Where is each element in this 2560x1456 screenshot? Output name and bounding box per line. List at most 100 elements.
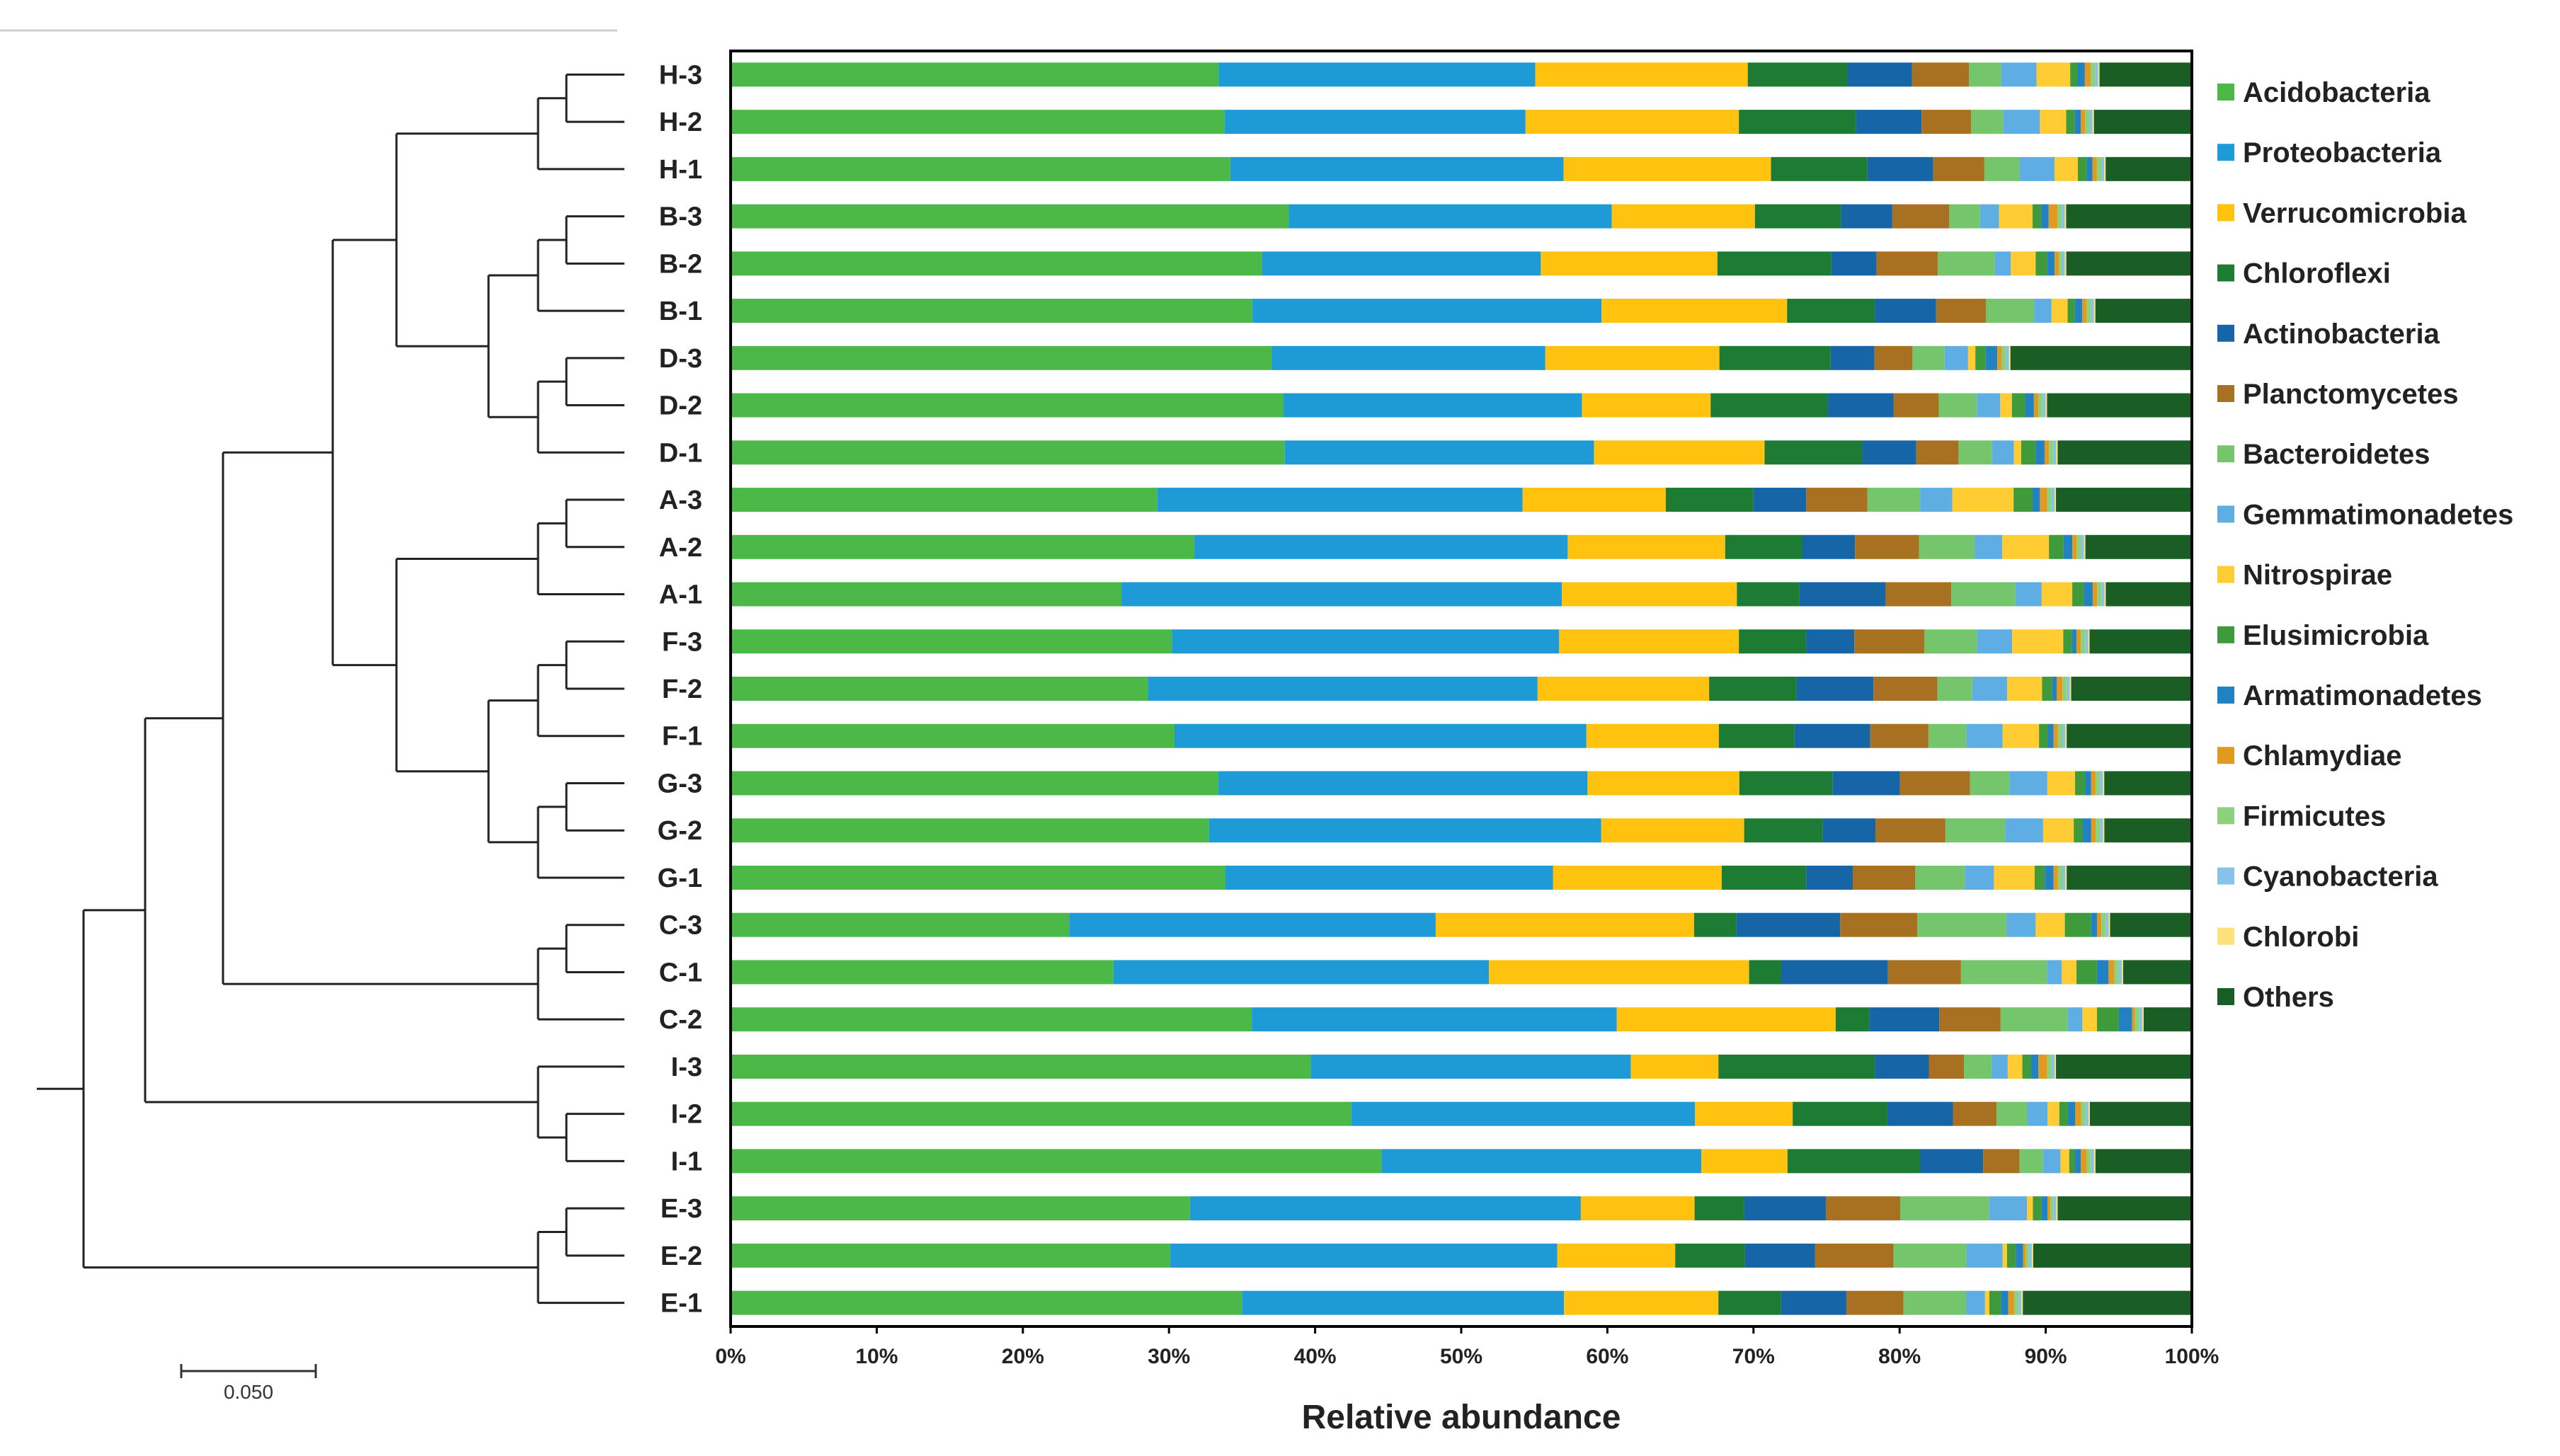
bar-segment-d-1-firmicutes (2049, 440, 2054, 465)
bar-segment-g-1-chlamydiae (2053, 865, 2058, 890)
legend-label: Planctomycetes (2243, 379, 2459, 410)
bar-segment-c-1-armatimonadetes (2096, 960, 2109, 985)
bar-segment-a-1-acidobacteria (731, 582, 1122, 607)
bar-segment-g-1-elusimicrobia (2034, 865, 2045, 890)
bar-segment-b-3-armatimonadetes (2041, 204, 2049, 229)
bar-row-f-1 (731, 723, 2192, 748)
bar-segment-a-2-actinobacteria (1802, 534, 1856, 559)
legend-label: Gemmatimonadetes (2243, 499, 2513, 530)
bar-segment-h-3-chlamydiae (2084, 62, 2091, 87)
bar-segment-g-3-elusimicrobia (2075, 771, 2086, 796)
bar-segment-b-3-bacteroidetes (1949, 204, 1980, 229)
sample-label-a-1: A-1 (659, 580, 702, 610)
sample-label-e-3: E-3 (661, 1194, 702, 1224)
bar-segment-h-2-chlamydiae (2081, 110, 2086, 134)
bar-row-b-2 (731, 251, 2192, 276)
bar-segment-c-2-others (2143, 1007, 2192, 1032)
bar-segment-a-1-chlorobi (2104, 582, 2106, 607)
bar-segment-g-2-verrucomicrobia (1601, 818, 1744, 843)
bar-segment-g-3-nitrospirae (2047, 771, 2076, 796)
bar-segment-a-3-planctomycetes (1806, 488, 1868, 512)
bar-segment-d-2-actinobacteria (1827, 393, 1894, 418)
bar-segment-c-3-nitrospirae (2035, 912, 2065, 937)
bar-segment-c-3-elusimicrobia (2064, 912, 2091, 937)
bar-segment-f-3-cyanobacteria (2085, 629, 2088, 654)
bar-row-f-3 (731, 629, 2192, 654)
bar-segment-b-2-nitrospirae (2011, 251, 2036, 276)
bar-segment-e-1-gemmatimonadetes (1966, 1290, 1985, 1315)
bar-segment-h-1-chloroflexi (1771, 156, 1868, 181)
bar-segment-d-2-chlorobi (2045, 393, 2047, 418)
bar-segment-f-1-firmicutes (2057, 723, 2063, 748)
bar-segment-f-3-firmicutes (2081, 629, 2086, 654)
bar-segment-h-1-verrucomicrobia (1563, 156, 1771, 181)
bar-segment-g-2-chlorobi (2103, 818, 2105, 843)
legend-label: Cyanobacteria (2243, 861, 2438, 893)
bar-segment-f-2-chlamydiae (2057, 677, 2063, 701)
bar-segment-a-2-nitrospirae (2002, 534, 2050, 559)
bar-segment-f-3-actinobacteria (1806, 629, 1855, 654)
bar-segment-i-1-verrucomicrobia (1701, 1149, 1788, 1174)
bar-segment-f-1-chlamydiae (2053, 723, 2058, 748)
bar-segment-d-2-bacteroidetes (1938, 393, 1977, 418)
bar-segment-c-3-proteobacteria (1069, 912, 1436, 937)
sample-label-e-1: E-1 (661, 1289, 702, 1319)
bar-segment-e-2-others (2033, 1243, 2192, 1268)
bar-segment-a-3-actinobacteria (1753, 488, 1807, 512)
legend-label: Verrucomicrobia (2243, 197, 2467, 229)
legend-item-gemmatimonadetes: Gemmatimonadetes (2217, 499, 2513, 530)
bar-segment-b-3-firmicutes (2057, 204, 2062, 229)
bar-segment-b-3-others (2066, 204, 2192, 229)
bar-segment-c-3-chlorobi (2108, 912, 2110, 937)
bar-segment-h-2-proteobacteria (1224, 110, 1526, 134)
bar-segment-d-1-chlamydiae (2044, 440, 2050, 465)
bar-segment-g-3-chlorobi (2103, 771, 2105, 796)
bar-segment-g-2-proteobacteria (1208, 818, 1601, 843)
bar-segment-c-2-nitrospirae (2082, 1007, 2097, 1032)
bar-segment-h-3-chloroflexi (1747, 62, 1848, 87)
sample-label-g-1: G-1 (658, 864, 702, 893)
bar-segment-i-1-armatimonadetes (2075, 1149, 2081, 1174)
bar-segment-f-1-planctomycetes (1870, 723, 1928, 748)
legend-item-bacteroidetes: Bacteroidetes (2217, 439, 2430, 470)
bar-segment-a-2-planctomycetes (1855, 534, 1919, 559)
sample-label-i-2: I-2 (671, 1100, 702, 1130)
bar-row-c-2 (731, 1007, 2192, 1032)
bar-segment-b-2-acidobacteria (731, 251, 1262, 276)
bar-segment-f-1-chloroflexi (1718, 723, 1795, 748)
bar-segment-b-3-cyanobacteria (2062, 204, 2065, 229)
bar-segment-h-2-verrucomicrobia (1525, 110, 1739, 134)
bar-segment-h-2-chlorobi (2092, 110, 2094, 134)
bar-segment-c-1-verrucomicrobia (1489, 960, 1749, 985)
legend-item-chlorobi: Chlorobi (2217, 922, 2359, 953)
bar-segment-e-2-cyanobacteria (2028, 1243, 2032, 1268)
bar-segment-e-1-firmicutes (2013, 1290, 2019, 1315)
bar-segment-i-2-proteobacteria (1351, 1101, 1696, 1126)
bar-segment-b-3-acidobacteria (731, 204, 1289, 229)
legend-swatch (2217, 566, 2234, 583)
bar-segment-f-1-nitrospirae (2002, 723, 2040, 748)
bar-segment-d-2-nitrospirae (2000, 393, 2012, 418)
bar-segment-e-3-proteobacteria (1189, 1196, 1581, 1221)
bar-row-d-1 (731, 440, 2192, 465)
bar-segment-a-1-proteobacteria (1121, 582, 1562, 607)
legend-item-firmicutes: Firmicutes (2217, 801, 2386, 832)
sample-label-f-2: F-2 (662, 675, 702, 704)
bar-segment-h-2-chloroflexi (1739, 110, 1856, 134)
bar-segment-d-3-chlorobi (2008, 345, 2011, 370)
sample-label-b-1: B-1 (659, 297, 702, 326)
bar-segment-c-3-gemmatimonadetes (2006, 912, 2036, 937)
bar-segment-g-3-bacteroidetes (1970, 771, 2010, 796)
x-tick-label: 60% (1586, 1345, 1628, 1368)
bar-segment-f-3-planctomycetes (1854, 629, 1925, 654)
bar-segment-h-3-acidobacteria (731, 62, 1219, 87)
bar-segment-e-1-proteobacteria (1242, 1290, 1565, 1315)
bar-segment-b-1-firmicutes (2086, 299, 2091, 323)
bar-segment-f-3-armatimonadetes (2072, 629, 2076, 654)
bar-row-i-1 (731, 1149, 2192, 1174)
bar-segment-d-3-nitrospirae (1967, 345, 1976, 370)
bar-segment-d-3-others (2010, 345, 2192, 370)
bar-segment-b-1-others (2095, 299, 2192, 323)
bar-segment-e-2-actinobacteria (1744, 1243, 1815, 1268)
bar-segment-b-2-actinobacteria (1831, 251, 1877, 276)
